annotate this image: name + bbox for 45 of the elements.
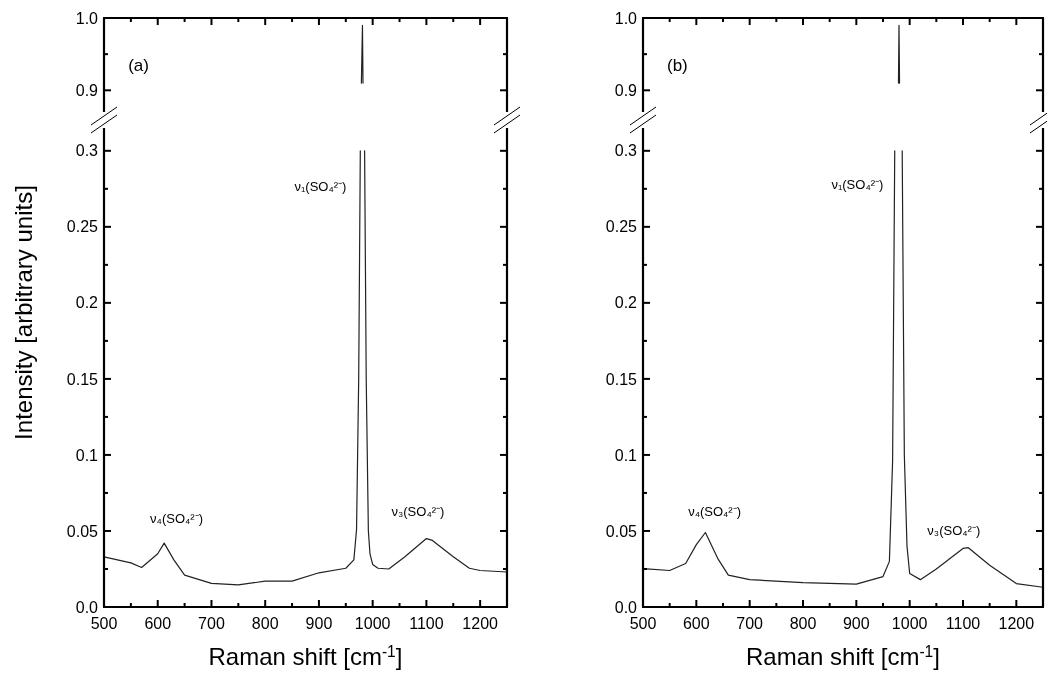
x-tick-label: 800 [251, 615, 279, 632]
y-tick-label: 0.15 [66, 370, 99, 388]
x-tick-label: 500 [629, 615, 657, 632]
y-tick-label: 0.9 [75, 81, 99, 99]
x-tick-label: 700 [736, 615, 764, 632]
annotation: ν₁(SO₄²⁻) [294, 178, 347, 194]
annotation: (b) [667, 56, 688, 76]
y-axis-title: Intensity [arbitrary units] [10, 185, 37, 440]
annotation: ν₄(SO₄²⁻) [150, 511, 203, 527]
y-tick-label: 0.05 [66, 522, 99, 540]
annotation: ν₁(SO₄²⁻) [831, 176, 884, 192]
x-tick-label: 1100 [409, 615, 444, 632]
y-tick-label: 0.3 [75, 142, 99, 160]
x-tick-label: 1000 [891, 615, 928, 632]
y-tick-label: 0.1 [75, 446, 99, 464]
x-tick-label: 600 [144, 615, 172, 632]
x-tick-label: 1100 [945, 615, 981, 632]
y-tick-label: 0.9 [614, 81, 638, 99]
y-tick-label: 0.2 [75, 294, 99, 312]
y-tick-label: 0.0 [75, 598, 99, 616]
annotation: ν₄(SO₄²⁻) [688, 503, 742, 519]
x-tick-label: 600 [682, 615, 710, 632]
annotation: ν₃(SO₄²⁻) [391, 503, 445, 519]
x-tick-label: 1200 [998, 615, 1035, 632]
annotation: ν₃(SO₄²⁻) [927, 523, 981, 539]
x-axis-title: Raman shift [cm$^{-1}$] [746, 642, 940, 670]
x-tick-label: 900 [305, 615, 333, 632]
x-tick-label: 800 [789, 615, 817, 632]
y-tick-label: 0.3 [614, 142, 638, 160]
y-tick-label: 0.2 [614, 294, 638, 312]
y-tick-label: 1.0 [614, 9, 638, 27]
y-tick-label: 0.1 [614, 446, 638, 464]
y-tick-label: 0.25 [605, 218, 638, 236]
y-tick-label: 0.25 [66, 218, 99, 236]
x-tick-label: 1200 [462, 615, 499, 632]
x-tick-label: 900 [842, 615, 870, 632]
x-axis-title: Raman shift [cm$^{-1}$] [208, 642, 403, 670]
y-tick-label: 0.15 [605, 370, 638, 388]
y-tick-label: 1.0 [75, 9, 99, 27]
y-tick-label: 0.05 [605, 522, 638, 540]
y-tick-label: 0.0 [614, 598, 638, 616]
x-tick-label: 1000 [354, 615, 391, 632]
annotation: (a) [128, 56, 149, 76]
x-tick-label: 700 [198, 615, 225, 632]
x-tick-label: 500 [90, 615, 118, 632]
